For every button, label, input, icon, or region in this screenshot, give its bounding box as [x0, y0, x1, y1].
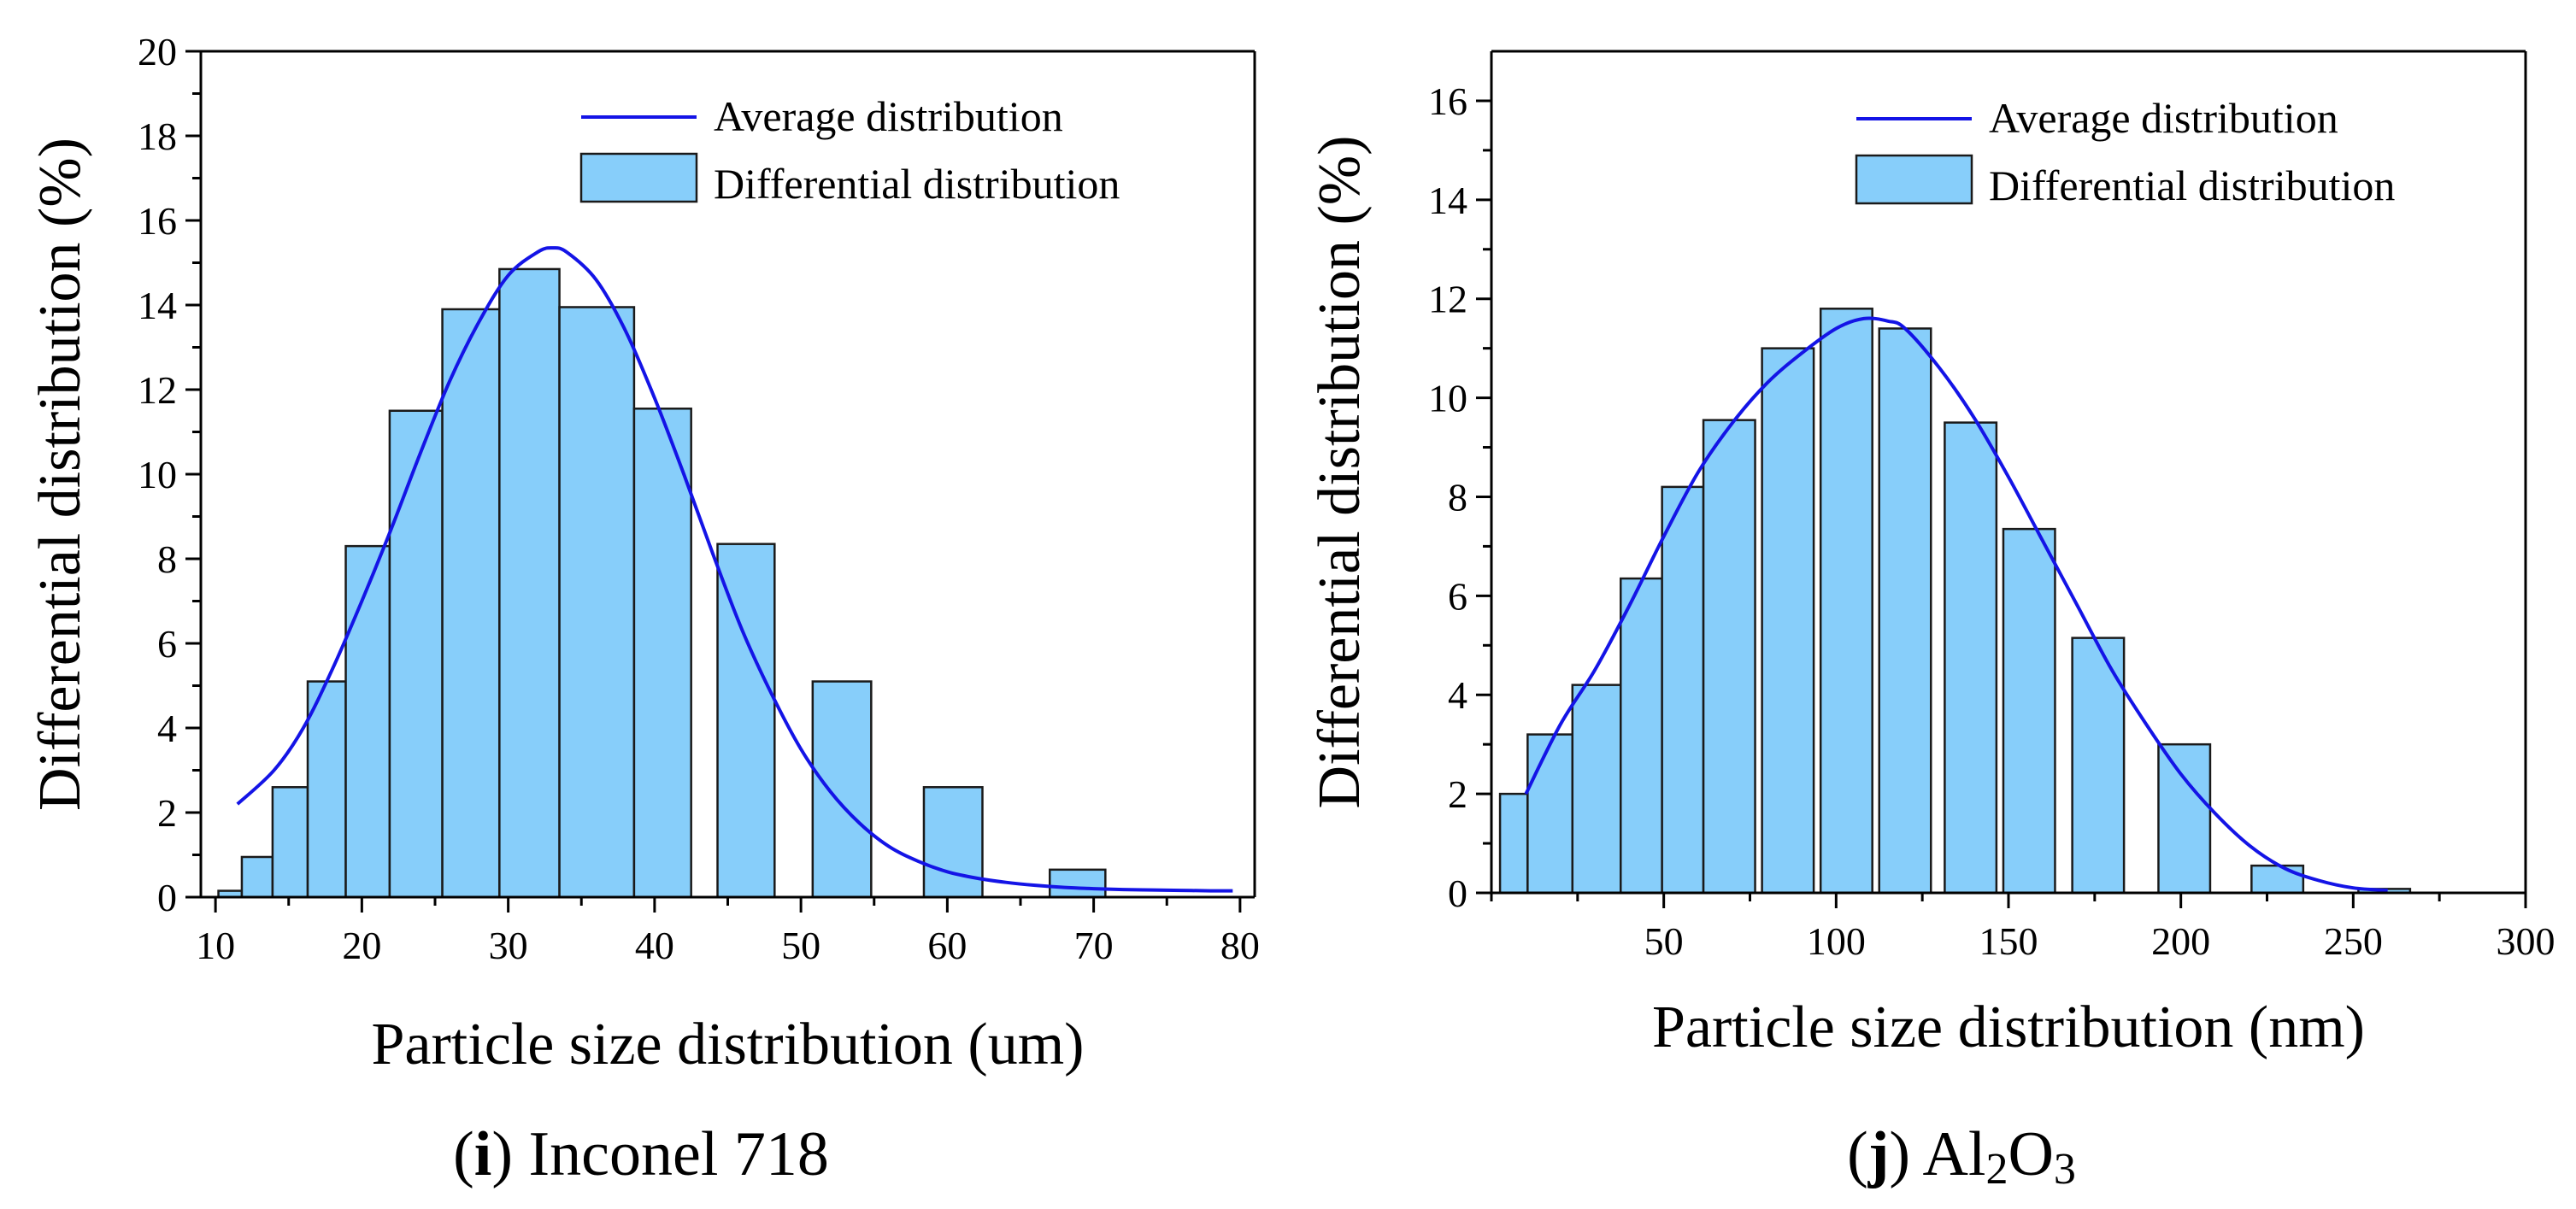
x-tick-label-1: 100 [1807, 919, 1866, 963]
bar-11 [811, 680, 873, 899]
y-tick-label-5: 10 [138, 453, 177, 496]
caption-part-0: ( [453, 1119, 474, 1189]
y-tick-label-2: 4 [157, 707, 177, 750]
bar-1 [1526, 733, 1574, 895]
caption-part-1: i [474, 1119, 492, 1189]
y-tick-label-3: 6 [1448, 574, 1467, 618]
bar-10 [716, 543, 776, 899]
x-tick-label-2: 30 [489, 924, 528, 967]
bar-2 [271, 786, 309, 899]
x-ticks: 50 100 150 200 250 300 [1490, 893, 2555, 963]
bar-4 [344, 544, 391, 899]
y-axis-title: Differential distribution (%) [27, 138, 93, 811]
bar-series [1498, 308, 2412, 895]
bar-9 [1944, 421, 1998, 895]
y-tick-label-3: 6 [157, 622, 177, 666]
bar-4 [1661, 485, 1705, 895]
bar-7 [1819, 308, 1873, 895]
caption-part-3: Inconel 718 [513, 1119, 829, 1189]
y-tick-label-5: 10 [1428, 377, 1467, 420]
legend-bar-label: Differential distribution [714, 160, 1120, 208]
y-tick-label-7: 14 [138, 284, 177, 327]
bar-0 [1498, 792, 1529, 895]
caption-part-6: 3 [2054, 1145, 2076, 1194]
legend-curve-label: Average distribution [714, 92, 1063, 140]
caption-part-4: 2 [1985, 1145, 2008, 1194]
bar-13 [2250, 864, 2305, 895]
bar-8 [558, 306, 636, 899]
x-ticks: 10 20 30 40 50 60 70 80 [196, 897, 1260, 967]
y-tick-label-0: 0 [1448, 872, 1467, 915]
y-tick-label-8: 16 [1428, 79, 1467, 123]
bar-12 [922, 786, 984, 899]
y-tick-label-6: 12 [138, 368, 177, 412]
y-tick-label-2: 4 [1448, 673, 1467, 717]
x-tick-label-5: 60 [927, 924, 967, 967]
x-tick-label-6: 70 [1074, 924, 1114, 967]
y-tick-label-6: 12 [1428, 278, 1467, 321]
bar-7 [498, 267, 561, 899]
legend: Average distribution Differential distrib… [1855, 94, 2395, 209]
y-tick-label-7: 14 [1428, 179, 1467, 222]
caption-part-5: O [2008, 1119, 2053, 1189]
caption-part-2: ) [491, 1119, 513, 1189]
bar-6 [1761, 347, 1815, 895]
x-tick-label-7: 80 [1220, 924, 1260, 967]
bar-series [217, 267, 1107, 899]
x-tick-label-0: 10 [196, 924, 235, 967]
x-axis-title: Particle size distribution (um) [372, 1012, 1085, 1077]
legend-bar-swatch [1855, 154, 1973, 205]
x-tick-label-3: 200 [2151, 919, 2210, 963]
caption-part-3: Al [1910, 1119, 1985, 1189]
bar-5 [1702, 419, 1756, 895]
bar-3 [306, 680, 347, 899]
bar-5 [388, 409, 444, 899]
bar-6 [441, 308, 501, 899]
bar-8 [1878, 327, 1932, 895]
y-tick-label-10: 20 [138, 30, 177, 73]
chart-al2o3: 0 2 4 6 8 10 12 14 16 50 100 150 200 250 300 Particle s… [1307, 50, 2555, 1194]
average-distribution-curve [1524, 316, 2388, 893]
x-tick-label-3: 40 [635, 924, 674, 967]
y-tick-label-8: 16 [138, 199, 177, 243]
x-tick-label-4: 50 [781, 924, 820, 967]
legend-bar-label: Differential distribution [1989, 161, 2395, 209]
y-tick-label-1: 2 [1448, 772, 1467, 816]
caption-part-1: j [1867, 1119, 1890, 1189]
x-tick-label-4: 250 [2324, 919, 2383, 963]
x-tick-label-1: 20 [342, 924, 381, 967]
y-axis-title: Differential distribution (%) [1307, 136, 1373, 809]
average-distribution-curve [236, 246, 1233, 893]
bar-12 [2157, 742, 2212, 895]
bar-10 [2002, 527, 2056, 895]
y-tick-label-1: 2 [157, 791, 177, 835]
bar-13 [1049, 868, 1107, 899]
legend-curve-label: Average distribution [1989, 94, 2338, 142]
bar-2 [1571, 684, 1622, 895]
x-tick-label-5: 300 [2497, 919, 2555, 963]
bar-9 [632, 408, 692, 899]
legend: Average distribution Differential distrib… [579, 92, 1120, 208]
caption-part-0: ( [1847, 1119, 1868, 1189]
bar-1 [240, 855, 274, 899]
panel-caption: (j) Al2O3 [1847, 1119, 2076, 1194]
y-tick-label-4: 8 [1448, 475, 1467, 519]
caption-part-2: ) [1889, 1119, 1910, 1189]
bar-11 [2071, 637, 2126, 895]
chart-inconel-718: 0 2 4 6 8 10 12 14 16 18 20 10 20 30 40 50 60 70 80 Particl… [27, 30, 1260, 1189]
x-axis-title: Particle size distribution (nm) [1652, 995, 2365, 1060]
y-tick-label-9: 18 [138, 114, 177, 158]
panel-caption: (i) Inconel 718 [453, 1119, 829, 1189]
y-ticks: 0 2 4 6 8 10 12 14 16 [1428, 79, 1491, 915]
legend-bar-swatch [579, 152, 698, 203]
y-tick-label-4: 8 [157, 537, 177, 581]
bar-3 [1620, 577, 1663, 895]
y-ticks: 0 2 4 6 8 10 12 14 16 18 20 [138, 30, 201, 919]
y-tick-label-0: 0 [157, 876, 177, 919]
x-tick-label-2: 150 [1979, 919, 2038, 963]
x-tick-label-0: 50 [1644, 919, 1684, 963]
